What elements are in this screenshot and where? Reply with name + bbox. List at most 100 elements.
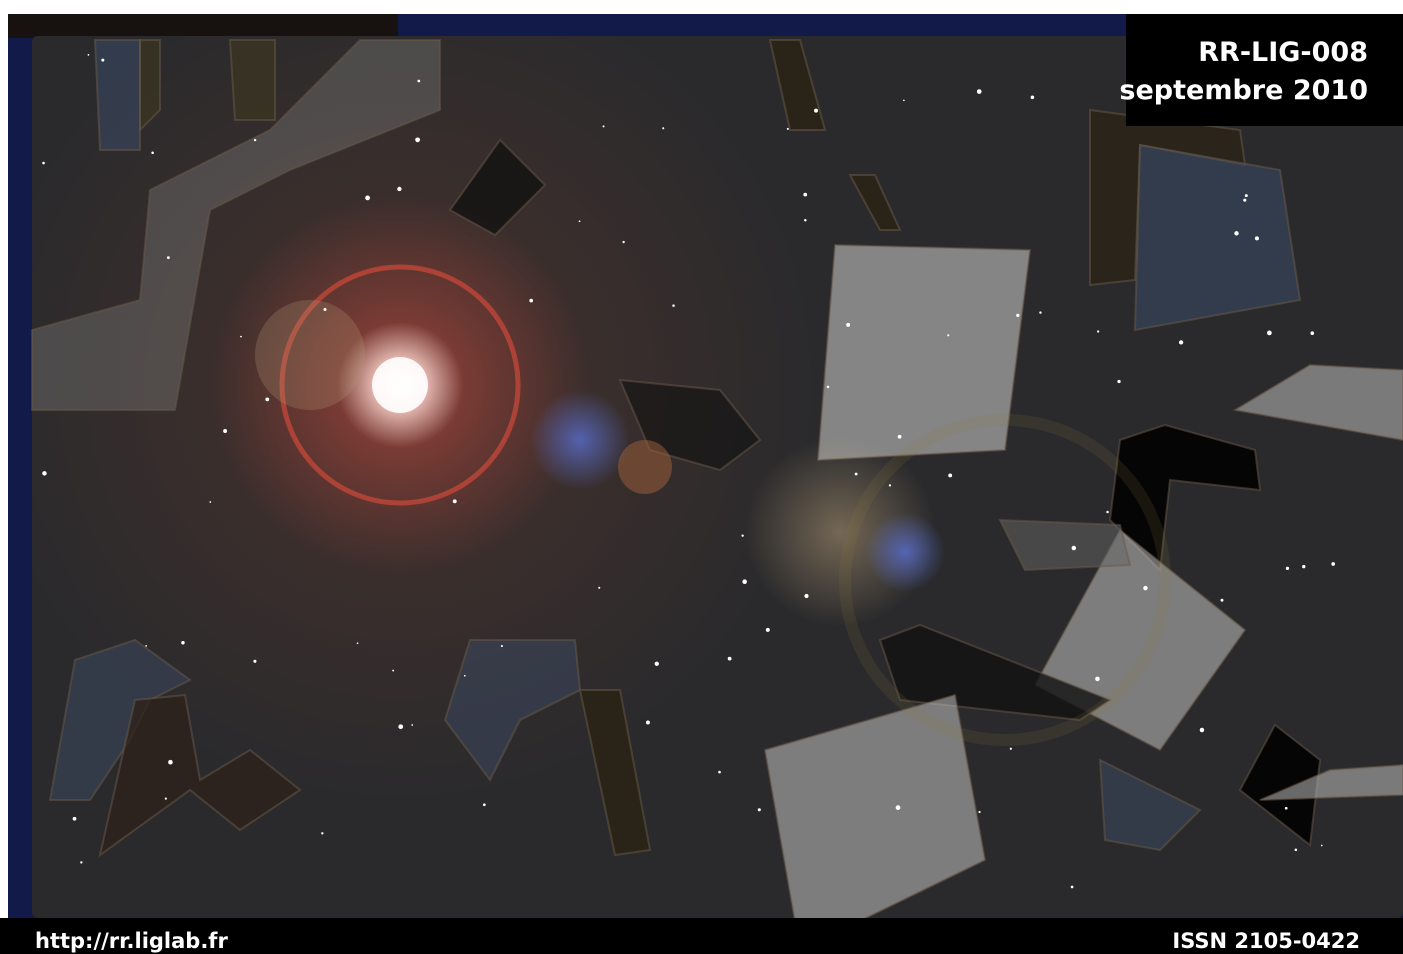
star <box>223 429 228 433</box>
star <box>804 593 809 599</box>
star <box>1284 806 1288 810</box>
star <box>365 195 370 201</box>
star <box>529 298 534 303</box>
star <box>1302 564 1306 569</box>
star <box>622 240 625 244</box>
star <box>417 79 421 83</box>
star <box>415 137 420 143</box>
star <box>80 861 83 864</box>
star <box>1310 331 1315 336</box>
star <box>500 644 503 648</box>
star <box>265 397 270 402</box>
header-box <box>1126 14 1403 126</box>
star <box>1320 844 1323 847</box>
star <box>662 127 665 130</box>
star <box>645 720 650 725</box>
star <box>240 335 242 338</box>
star <box>482 803 486 807</box>
star <box>888 484 892 487</box>
star <box>356 642 359 645</box>
footer-bar <box>0 918 1403 954</box>
star <box>1009 747 1012 750</box>
star <box>718 770 721 774</box>
lens-flare <box>255 264 1171 746</box>
star <box>804 219 807 222</box>
star <box>742 579 747 584</box>
star <box>397 186 402 192</box>
star <box>978 810 981 814</box>
report-code: RR-LIG-008 <box>1198 37 1368 68</box>
star <box>398 724 404 730</box>
star <box>1199 727 1205 733</box>
star <box>765 627 770 632</box>
star <box>1220 598 1224 602</box>
star <box>72 816 77 821</box>
star <box>411 724 414 726</box>
star <box>897 434 902 439</box>
star <box>1039 311 1042 314</box>
star <box>1234 231 1239 236</box>
star <box>826 385 830 389</box>
star <box>1106 510 1109 514</box>
star <box>253 138 257 142</box>
star <box>846 322 851 327</box>
star <box>151 151 154 155</box>
star <box>1143 585 1148 591</box>
star <box>1254 236 1259 241</box>
star <box>87 54 90 56</box>
star <box>672 304 675 307</box>
star <box>903 99 905 102</box>
star <box>101 58 105 62</box>
star <box>452 499 457 504</box>
star <box>1070 885 1074 889</box>
star <box>854 472 858 476</box>
star <box>578 220 581 223</box>
star <box>948 473 953 478</box>
footer-url: http://rr.liglab.fr <box>35 929 228 953</box>
star <box>814 108 818 113</box>
star <box>166 256 170 260</box>
star <box>1243 198 1247 202</box>
star <box>321 832 324 835</box>
star <box>1030 95 1035 100</box>
star <box>947 334 950 337</box>
star <box>895 805 901 810</box>
stars <box>42 54 1335 889</box>
star <box>1071 545 1077 551</box>
frame-top <box>8 14 398 38</box>
star <box>803 192 808 197</box>
star <box>1117 379 1121 384</box>
star <box>1178 340 1184 345</box>
star <box>1331 562 1335 566</box>
star <box>392 669 395 672</box>
star <box>1244 194 1248 198</box>
star <box>786 127 789 130</box>
footer-issn: ISSN 2105-0422 <box>1172 929 1360 953</box>
star <box>1285 566 1290 570</box>
star <box>145 645 148 647</box>
star <box>598 586 601 589</box>
star <box>654 661 659 666</box>
star <box>1097 330 1100 333</box>
star <box>1095 676 1100 682</box>
star <box>181 641 185 645</box>
star <box>727 656 732 661</box>
star <box>42 161 45 165</box>
shapes <box>31 39 1403 952</box>
star <box>1267 330 1272 336</box>
star <box>741 534 744 537</box>
star <box>164 797 167 800</box>
star <box>1016 313 1020 318</box>
star <box>1294 848 1298 852</box>
star <box>463 674 466 677</box>
star <box>168 759 173 765</box>
star <box>323 307 327 311</box>
star <box>976 89 982 94</box>
star <box>757 808 761 812</box>
star <box>602 125 605 128</box>
star <box>42 471 47 476</box>
star <box>253 659 257 663</box>
report-date: septembre 2010 <box>1119 75 1368 106</box>
star <box>209 501 212 503</box>
